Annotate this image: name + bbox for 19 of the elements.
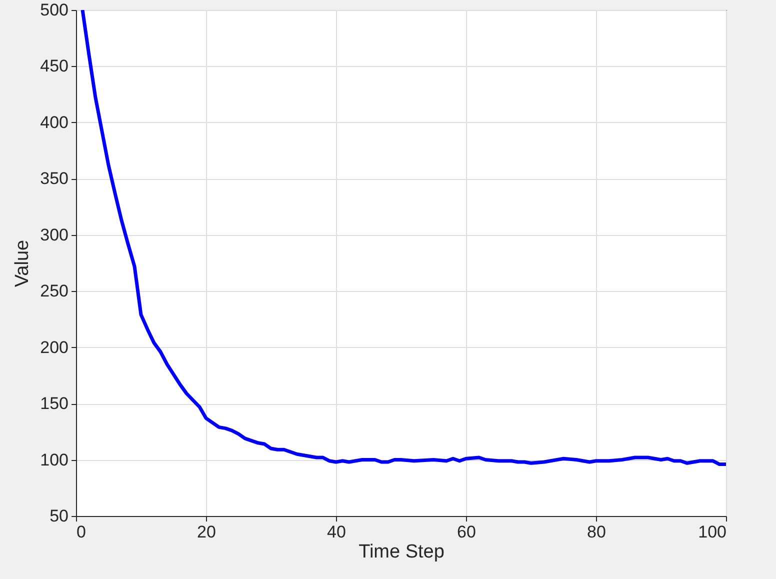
y-axis-title: Value bbox=[12, 240, 34, 288]
y-tick-label: 250 bbox=[40, 282, 68, 301]
x-tick-label: 60 bbox=[457, 522, 476, 542]
x-tick-label: 20 bbox=[197, 522, 216, 542]
y-tick-label: 100 bbox=[40, 450, 68, 470]
y-tick-label: 300 bbox=[40, 225, 68, 244]
y-tick-label: 350 bbox=[40, 169, 68, 188]
x-tick-label: 40 bbox=[327, 522, 346, 542]
x-axis-title: Time Step bbox=[358, 542, 444, 562]
x-tick-label: 0 bbox=[76, 522, 86, 542]
y-tick-label: 150 bbox=[40, 394, 68, 414]
y-tick-label: 50 bbox=[50, 506, 68, 526]
line-series bbox=[80, 10, 726, 466]
x-tick-label: 100 bbox=[698, 522, 726, 542]
y-tick-label: 450 bbox=[40, 56, 68, 76]
y-tick-label: 500 bbox=[40, 0, 68, 20]
x-tick-label: 80 bbox=[587, 522, 606, 542]
y-tick-label: 200 bbox=[40, 338, 68, 357]
y-tick-label: 400 bbox=[40, 112, 68, 132]
